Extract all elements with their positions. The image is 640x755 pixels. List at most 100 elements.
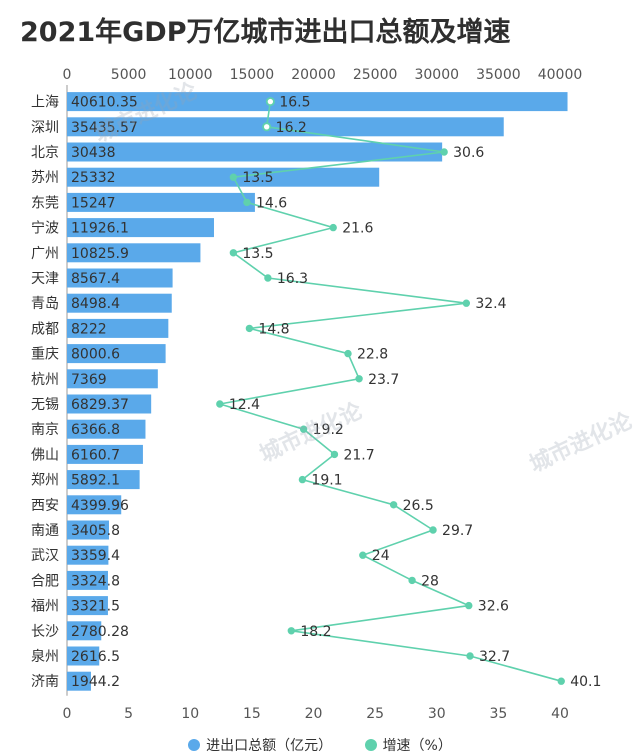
line-value-label: 30.6 <box>453 145 484 161</box>
bar <box>67 671 91 691</box>
line-value-label: 16.3 <box>277 271 308 287</box>
legend-label-bar: 进出口总额（亿元） <box>206 738 333 754</box>
bar-value-label: 7369 <box>71 372 107 388</box>
category-label: 苏州 <box>31 170 59 186</box>
line-value-label: 14.8 <box>258 321 289 337</box>
bar-value-label: 15247 <box>71 195 116 211</box>
category-label: 重庆 <box>31 347 59 363</box>
line-value-label: 16.5 <box>279 95 310 111</box>
category-label: 深圳 <box>31 120 59 136</box>
bar-value-label: 10825.9 <box>71 246 129 262</box>
line-value-label: 12.4 <box>229 397 260 413</box>
line-point <box>298 475 307 484</box>
line-point <box>216 400 224 408</box>
line-point <box>243 198 251 207</box>
bar <box>67 293 172 313</box>
bar <box>67 470 140 490</box>
line-value-label: 18.2 <box>300 624 331 640</box>
bottom-axis-tick-label: 15 <box>243 706 261 722</box>
bar <box>67 646 100 666</box>
bar-value-label: 6366.8 <box>71 422 120 438</box>
bottom-axis-tick-label: 30 <box>428 706 446 722</box>
bar <box>67 142 443 162</box>
bottom-axis-tick-label: 0 <box>63 706 72 722</box>
bottom-axis-tick-label: 10 <box>181 706 199 722</box>
category-label: 天津 <box>31 271 59 287</box>
bar <box>67 570 108 590</box>
line-point <box>355 375 363 383</box>
line-value-label: 21.6 <box>342 221 373 237</box>
bottom-axis-tick-label: 5 <box>124 706 133 722</box>
line-point <box>389 501 398 509</box>
line-value-label: 40.1 <box>570 674 601 690</box>
line-point <box>299 425 308 433</box>
line-value-label: 14.6 <box>256 195 287 211</box>
legend-item-bar[interactable]: 进出口总额（亿元） <box>188 735 332 755</box>
top-axis-tick-label: 0 <box>63 67 72 83</box>
line-point <box>462 299 471 307</box>
line-value-label: 32.7 <box>479 649 510 665</box>
bar-value-label: 6160.7 <box>71 447 120 463</box>
line-point <box>262 122 272 132</box>
category-label: 南京 <box>31 422 59 438</box>
top-axis-tick-label: 35000 <box>476 67 521 83</box>
line-value-label: 29.7 <box>442 523 473 539</box>
bottom-axis-tick-label: 25 <box>366 706 384 722</box>
bar-value-label: 11926.1 <box>71 221 129 237</box>
line-point <box>264 274 272 282</box>
line-value-label: 26.5 <box>403 498 434 514</box>
bar <box>67 520 109 540</box>
line-value-label: 28 <box>421 573 439 589</box>
bar <box>67 192 255 212</box>
line-value-label: 13.5 <box>242 170 273 186</box>
legend-marker-bar <box>188 739 201 751</box>
line-value-label: 21.7 <box>343 447 374 463</box>
legend-item-line[interactable]: 增速（%） <box>364 735 452 755</box>
bottom-axis-tick-label: 20 <box>305 706 323 722</box>
category-label: 青岛 <box>31 296 59 312</box>
bar-value-label: 2780.28 <box>71 624 129 640</box>
line-value-label: 23.7 <box>368 372 399 388</box>
line-point <box>408 576 416 585</box>
line-value-label: 16.2 <box>276 120 307 136</box>
bar-value-label: 3321.5 <box>71 599 120 615</box>
line-point <box>245 324 254 333</box>
bar-value-label: 40610.35 <box>71 95 138 111</box>
bar-value-label: 2616.5 <box>71 649 120 665</box>
bar <box>67 596 108 616</box>
category-label: 北京 <box>31 145 59 161</box>
category-label: 长沙 <box>31 624 59 640</box>
bar-value-label: 5892.1 <box>71 473 120 489</box>
line-value-label: 24 <box>372 548 390 564</box>
category-label: 武汉 <box>31 548 59 564</box>
line-point <box>466 652 474 660</box>
bar <box>67 495 122 515</box>
bar <box>67 419 146 439</box>
bar-value-label: 1944.2 <box>71 674 120 690</box>
bar-value-label: 8498.4 <box>71 296 120 312</box>
bar-value-label: 3324.8 <box>71 573 120 589</box>
line-point <box>359 551 367 559</box>
bottom-axis-tick-label: 40 <box>551 706 569 722</box>
top-axis-tick-label: 20000 <box>291 67 336 83</box>
line-point <box>440 148 448 156</box>
line-point <box>429 526 437 534</box>
bar <box>67 117 504 137</box>
top-axis-tick-label: 10000 <box>168 67 213 83</box>
category-label: 合肥 <box>31 573 59 589</box>
legend-label-line: 增速（%） <box>382 738 452 754</box>
line-point <box>287 627 296 635</box>
category-label: 郑州 <box>31 473 59 489</box>
line-value-label: 22.8 <box>357 347 388 363</box>
bar-value-label: 35435.57 <box>71 120 138 136</box>
bar-value-label: 30438 <box>71 145 116 161</box>
bar <box>67 369 158 389</box>
legend-marker-line <box>364 739 377 751</box>
line-point <box>229 249 238 257</box>
bar-value-label: 3405.8 <box>71 523 120 539</box>
bottom-axis-tick-label: 35 <box>489 706 507 722</box>
bar-value-label: 8000.6 <box>71 347 120 363</box>
bar <box>67 268 173 288</box>
category-label: 西安 <box>31 498 59 514</box>
chart-canvas: 0 5000 10000 15000 20000 25000 30000 35000 40000… <box>31 67 601 722</box>
